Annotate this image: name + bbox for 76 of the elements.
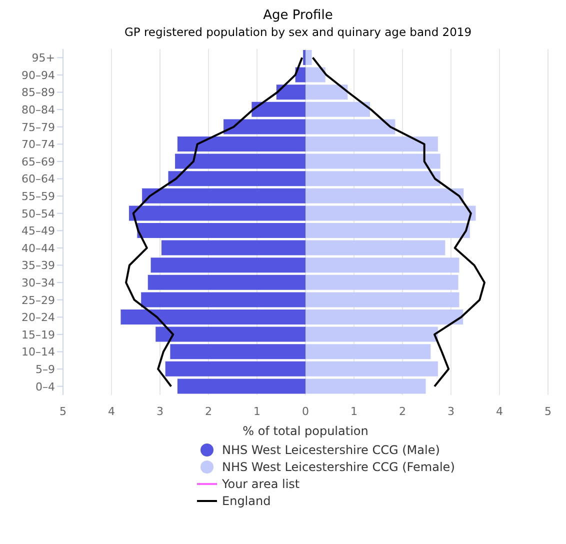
bar: [306, 258, 460, 273]
y-tick-label: 95+: [32, 52, 55, 65]
bar: [177, 136, 306, 152]
y-tick-label: 75–79: [22, 120, 55, 134]
bar: [306, 50, 312, 65]
bar: [141, 292, 306, 308]
y-tick-label: 20–24: [22, 311, 55, 324]
y-tick-label: 85–89: [22, 86, 55, 100]
bar: [165, 361, 306, 376]
bar: [120, 310, 306, 324]
bar: [148, 274, 306, 290]
legend-label: NHS West Leicestershire CCG (Male): [222, 443, 440, 457]
y-tick-label: 0–4: [36, 380, 55, 394]
bar: [306, 223, 470, 238]
bar: [276, 84, 306, 100]
bar: [306, 206, 476, 221]
bar: [306, 154, 440, 169]
x-tick-label: 3: [156, 404, 164, 418]
y-tick-label: 70–74: [22, 138, 55, 152]
bar: [168, 171, 306, 186]
x-tick-label: 2: [205, 404, 212, 418]
bar: [306, 310, 464, 324]
y-tick-label: 5–9: [36, 362, 55, 376]
bar: [306, 274, 458, 290]
chart-title: Age Profile: [262, 8, 334, 23]
y-tick-label: 25–29: [22, 294, 55, 307]
x-tick-label: 1: [254, 404, 260, 418]
bar: [252, 102, 306, 117]
bar: [306, 240, 446, 256]
bar: [306, 292, 460, 308]
y-tick-label: 60–64: [22, 172, 55, 186]
x-tick-label: 5: [544, 404, 552, 418]
bar: [306, 119, 396, 134]
bar: [306, 361, 438, 376]
bar: [128, 206, 306, 221]
bar: [142, 188, 306, 204]
y-tick-label: 50–54: [22, 207, 55, 220]
y-tick-label: 10–14: [22, 346, 55, 359]
bar: [175, 154, 306, 169]
bar: [170, 344, 306, 360]
bar: [306, 188, 464, 204]
y-tick-label: 30–34: [22, 276, 55, 290]
bar: [306, 84, 348, 100]
legend-label: NHS West Leicestershire CCG (Female): [222, 460, 455, 474]
bar: [306, 344, 431, 360]
x-tick-label: 4: [496, 404, 503, 418]
chart-subtitle: GP registered population by sex and quinary age band 2019: [123, 25, 473, 39]
x-tick-label: 5: [60, 404, 66, 418]
bar: [306, 67, 326, 82]
bar: [150, 258, 306, 273]
y-tick-label: 15–19: [22, 328, 55, 342]
bar: [306, 136, 438, 152]
bar: [306, 378, 426, 394]
x-axis-title: % of total population: [242, 424, 368, 438]
y-tick-label: 55–59: [22, 190, 55, 203]
bar: [137, 223, 306, 238]
x-tick-label: 3: [448, 404, 454, 418]
bar: [306, 102, 370, 117]
y-tick-label: 35–39: [22, 259, 55, 272]
y-tick-label: 90–94: [22, 68, 55, 82]
bar: [177, 378, 306, 394]
x-tick-label: 1: [350, 404, 358, 418]
bar: [161, 240, 306, 256]
x-tick-label: 0: [302, 404, 309, 418]
y-tick-label: 40–44: [22, 242, 55, 255]
bar: [224, 119, 306, 134]
y-tick-label: 65–69: [22, 155, 55, 168]
bar: [306, 326, 438, 342]
y-tick-label: 80–84: [22, 103, 55, 116]
bar: [156, 326, 306, 342]
x-tick-label: 4: [108, 404, 115, 418]
bar: [306, 171, 440, 186]
legend-label: Your area list: [222, 477, 300, 491]
x-tick-label: 2: [399, 404, 406, 418]
y-tick-label: 45–49: [22, 224, 55, 238]
legend-label: England: [222, 494, 271, 508]
